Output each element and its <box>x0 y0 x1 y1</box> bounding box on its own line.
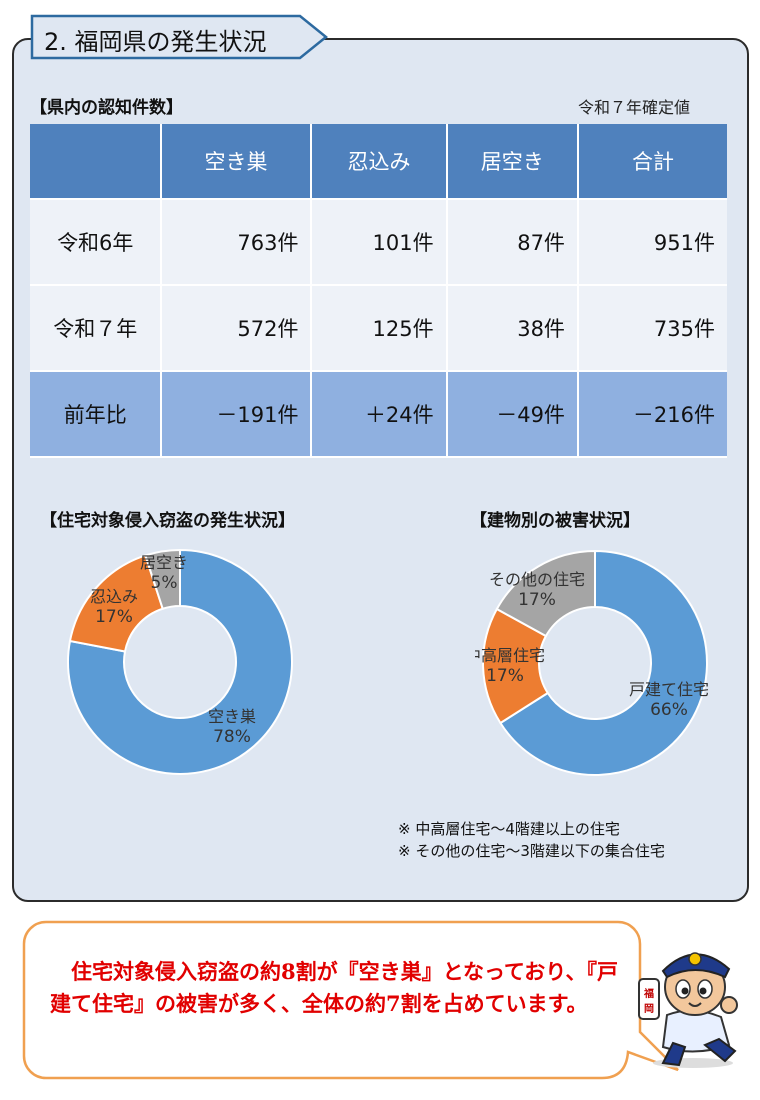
table-cell: 763件 <box>161 200 313 286</box>
row-header: 前年比 <box>30 372 162 458</box>
table-note: 令和７年確定値 <box>578 98 691 117</box>
slice-label-1: 戸建て住宅 <box>629 680 709 699</box>
header-cell-iaki: 居空き <box>447 124 579 200</box>
slice-label-2: 中高層住宅 <box>475 646 545 665</box>
slice-value-1: 78% <box>213 727 251 747</box>
donut-slice-1 <box>67 548 293 775</box>
table-cell: 572件 <box>161 286 313 372</box>
slice-value-2: 17% <box>95 607 133 627</box>
title-arrow-shape <box>30 14 328 60</box>
mascot-badge-text-1: 福 <box>643 987 654 1000</box>
callout-text: 住宅対象侵入窃盗の約8割が『空き巣』となっており、『戸建て住宅』の被害が多く、全… <box>50 959 618 1016</box>
mascot-badge-text-2: 岡 <box>644 1003 654 1015</box>
count-table: 空き巣 忍込み 居空き 合計 令和6年 763件 101件 87件 951件 令… <box>30 124 727 458</box>
table-row: 令和6年 763件 101件 87件 951件 <box>30 200 727 286</box>
section-title-text: 2. 福岡県の発生状況 <box>44 28 267 56</box>
slice-value-3: 5% <box>151 573 178 593</box>
table-cell: ＋24件 <box>312 372 448 458</box>
footnote-1: ※ 中高層住宅～4階建以上の住宅 <box>398 820 620 838</box>
callout-bubble-shape <box>22 920 679 1080</box>
row-header: 令和７年 <box>30 286 162 372</box>
row-header: 令和6年 <box>30 200 162 286</box>
slice-label-3: 居空き <box>140 553 188 572</box>
chart1-title: 【住宅対象侵入窃盗の発生状況】 <box>40 511 295 531</box>
chart2-title: 【建物別の被害状況】 <box>470 511 640 531</box>
slice-label-3: その他の住宅 <box>489 570 585 589</box>
table-cell: －216件 <box>578 372 727 458</box>
table-cell: －49件 <box>447 372 579 458</box>
footnote-2: ※ その他の住宅～3階建以下の集合住宅 <box>398 842 665 860</box>
table-cell: －191件 <box>161 372 313 458</box>
table-cell: 951件 <box>578 200 727 286</box>
header-cell-corner <box>30 124 162 200</box>
header-cell-akisu: 空き巣 <box>161 124 313 200</box>
header-cell-total: 合計 <box>578 124 727 200</box>
table-label: 【県内の認知件数】 <box>30 98 183 118</box>
donut-slice-1 <box>499 549 708 776</box>
table-cell: 125件 <box>312 286 448 372</box>
slice-value-3: 17% <box>518 590 556 610</box>
slice-value-1: 66% <box>650 700 688 720</box>
table-cell: 101件 <box>312 200 448 286</box>
slice-label-1: 空き巣 <box>208 707 256 726</box>
callout-bubble: 住宅対象侵入窃盗の約8割が『空き巣』となっており、『戸建て住宅』の被害が多く、全… <box>22 920 679 1080</box>
slice-value-2: 17% <box>486 666 524 686</box>
table-header-row: 空き巣 忍込み 居空き 合計 <box>30 124 727 200</box>
donut-slice-3 <box>144 548 181 611</box>
section-title: 2. 福岡県の発生状況 <box>30 14 328 60</box>
table-cell: 735件 <box>578 286 727 372</box>
police-mascot-icon: 福 岡 <box>638 952 738 1068</box>
donut-slice-3 <box>495 549 596 638</box>
table-row: 前年比 －191件 ＋24件 －49件 －216件 <box>30 372 727 458</box>
slice-label-2: 忍込み <box>90 587 138 606</box>
table-row: 令和７年 572件 125件 38件 735件 <box>30 286 727 372</box>
header-cell-shinobikomi: 忍込み <box>312 124 448 200</box>
table-cell: 38件 <box>447 286 579 372</box>
table-cell: 87件 <box>447 200 579 286</box>
